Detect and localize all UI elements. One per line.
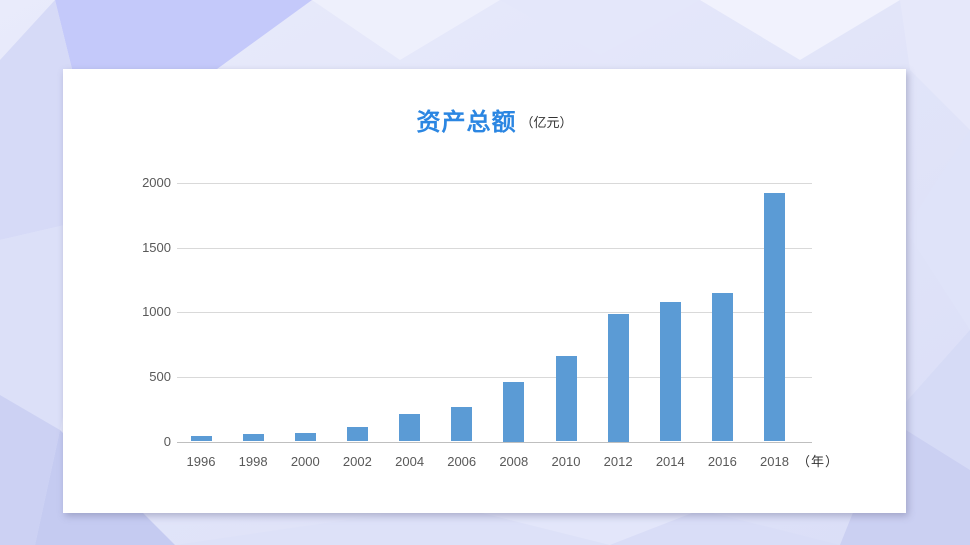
y-tick-label: 1500 bbox=[142, 239, 171, 255]
x-tick-label: 2008 bbox=[499, 454, 529, 469]
x-tick-label: 2004 bbox=[395, 454, 425, 469]
chart-title-block: 资产总额 （亿元） bbox=[177, 102, 812, 136]
gridline bbox=[177, 376, 812, 378]
bar-2008 bbox=[503, 382, 525, 442]
chart-title: 资产总额 bbox=[416, 109, 517, 136]
gridline bbox=[177, 312, 812, 314]
bar-2004 bbox=[399, 414, 421, 442]
bar-1996 bbox=[190, 436, 212, 442]
bar-2012 bbox=[607, 313, 629, 442]
x-tick-label: 2002 bbox=[342, 454, 372, 469]
bar-2016 bbox=[711, 292, 733, 442]
chart-title-unit: （亿元） bbox=[520, 115, 573, 130]
x-tick-label: 2010 bbox=[551, 454, 581, 469]
x-tick-label: 2006 bbox=[447, 454, 477, 469]
x-tick-label: 2000 bbox=[290, 454, 320, 469]
x-tick-label: 2016 bbox=[707, 454, 737, 469]
bar-1998 bbox=[242, 434, 264, 442]
bar-2000 bbox=[294, 433, 316, 442]
x-tick-label: 2012 bbox=[603, 454, 633, 469]
x-tick-label: 1996 bbox=[186, 454, 216, 469]
bar-2010 bbox=[555, 356, 577, 442]
chart-card: 资产总额 （亿元） 0 500 1000 1500 2000 1996 1998 2000 200… bbox=[63, 69, 906, 513]
bar-2014 bbox=[659, 301, 681, 442]
y-tick-label: 0 bbox=[163, 433, 171, 449]
bar-2002 bbox=[346, 427, 368, 442]
y-tick-label: 2000 bbox=[142, 175, 171, 190]
x-axis-line bbox=[177, 441, 812, 443]
x-tick-label: 2018 bbox=[760, 454, 789, 469]
bar-2006 bbox=[451, 406, 473, 442]
gridline bbox=[177, 183, 812, 184]
bar-chart-plot-area: 0 500 1000 1500 2000 1996 1998 2000 2002 2004 2006… bbox=[63, 69, 906, 513]
y-tick-label: 1000 bbox=[142, 304, 171, 320]
bar-2018 bbox=[764, 193, 785, 442]
x-tick-label: 1998 bbox=[238, 454, 268, 469]
gridline bbox=[177, 247, 812, 249]
x-tick-label: 2014 bbox=[655, 454, 685, 469]
y-tick-label: 500 bbox=[149, 368, 171, 384]
x-axis-unit-label: （年） bbox=[797, 454, 840, 469]
